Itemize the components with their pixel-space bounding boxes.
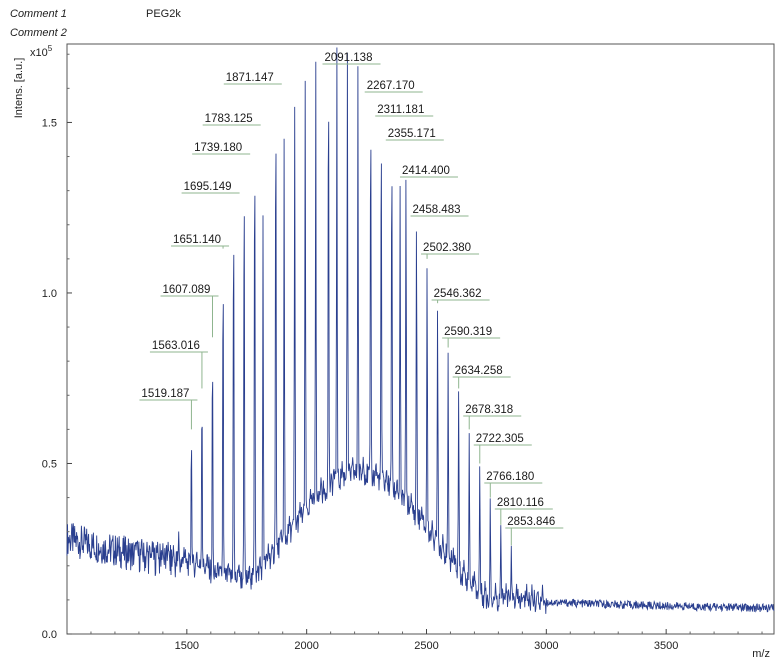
- peak-label-group: 1519.187: [139, 388, 198, 430]
- x-axis-title: m/z: [752, 648, 770, 660]
- y-multiplier: x105: [30, 44, 53, 59]
- peak-label-group: 1563.016: [149, 340, 208, 389]
- comment1-label: Comment 1: [10, 8, 67, 20]
- peak-label-group: 1783.125: [202, 113, 261, 126]
- peak-label: 2810.116: [497, 497, 544, 509]
- peak-label: 1739.180: [194, 142, 242, 154]
- peak-label-group: 2414.400: [399, 165, 458, 178]
- peak-label-group: 1651.140: [171, 234, 230, 249]
- peak-label-group: 2311.181: [375, 104, 434, 117]
- peak-label: 2414.400: [402, 165, 450, 177]
- peak-label: 1607.089: [162, 284, 210, 296]
- peak-label-group: 2853.846: [505, 516, 564, 546]
- x-tick-label: 1500: [175, 640, 199, 652]
- spectrum-trace: [66, 47, 775, 614]
- peak-label: 2267.170: [367, 80, 415, 92]
- peak-label-group: 2502.380: [421, 242, 480, 259]
- peak-label-group: 1607.089: [160, 284, 219, 338]
- y-tick-label: 0.5: [42, 458, 57, 470]
- peak-label: 2634.258: [455, 365, 503, 377]
- peak-label: 1871.147: [226, 72, 274, 84]
- peak-label-group: 2546.362: [431, 288, 490, 304]
- peak-label: 2311.181: [377, 104, 424, 116]
- y-multiplier-base: x10: [30, 47, 48, 59]
- peak-label: 2502.380: [423, 242, 471, 254]
- x-tick-label: 3500: [654, 640, 678, 652]
- plot-frame: [66, 43, 775, 635]
- peak-label: 1563.016: [152, 340, 200, 352]
- peak-label-group: 1739.180: [192, 142, 251, 155]
- peak-label: 2766.180: [486, 471, 534, 483]
- peak-label-group: 1871.147: [223, 72, 282, 85]
- peak-label-group: 2091.138: [322, 52, 381, 65]
- peak-label: 2355.171: [388, 128, 436, 140]
- spectrum-layer: [66, 47, 775, 614]
- peak-label-group: 2355.171: [385, 128, 444, 141]
- peak-label-group: 2267.170: [364, 80, 423, 93]
- peak-label-layer: 1519.187 1563.016 1607.089 1651.140 1695.149…: [139, 52, 564, 546]
- y-multiplier-exponent: 5: [48, 44, 53, 53]
- y-tick-label: 0.0: [42, 629, 57, 641]
- peak-label-group: 2810.116: [494, 497, 553, 525]
- peak-label-group: 2722.305: [473, 433, 532, 464]
- peak-label-group: 2590.319: [442, 326, 501, 348]
- comment2-label: Comment 2: [10, 27, 67, 39]
- peak-label: 2091.138: [325, 52, 373, 64]
- x-tick-label: 2500: [414, 640, 438, 652]
- peak-label: 2678.318: [465, 404, 513, 416]
- peak-label-group: 1695.149: [181, 181, 240, 194]
- peak-label: 2458.483: [413, 204, 461, 216]
- peak-label: 2590.319: [444, 326, 492, 338]
- peak-label-group: 2678.318: [463, 404, 522, 430]
- peak-label: 1519.187: [141, 388, 189, 400]
- peak-label: 2546.362: [434, 288, 482, 300]
- peak-label: 2853.846: [507, 516, 555, 528]
- peak-label: 1695.149: [184, 181, 232, 193]
- tick-layer: 1500 2000 2500 3000 3500 0.0 0.5 1.0 1.5: [42, 53, 763, 652]
- peak-label: 1783.125: [205, 113, 253, 125]
- peak-label: 2722.305: [476, 433, 524, 445]
- peak-label-group: 2458.483: [410, 204, 469, 217]
- y-axis-title: Intens. [a.u.]: [13, 58, 25, 119]
- peak-label: 1651.140: [173, 234, 221, 246]
- y-tick-label: 1.0: [42, 288, 57, 300]
- y-tick-label: 1.5: [42, 117, 57, 129]
- x-tick-label: 3000: [534, 640, 558, 652]
- x-tick-label: 2000: [294, 640, 318, 652]
- peak-label-group: 2766.180: [484, 471, 543, 498]
- comment1-value: PEG2k: [146, 8, 181, 20]
- peak-label-group: 2634.258: [452, 365, 511, 389]
